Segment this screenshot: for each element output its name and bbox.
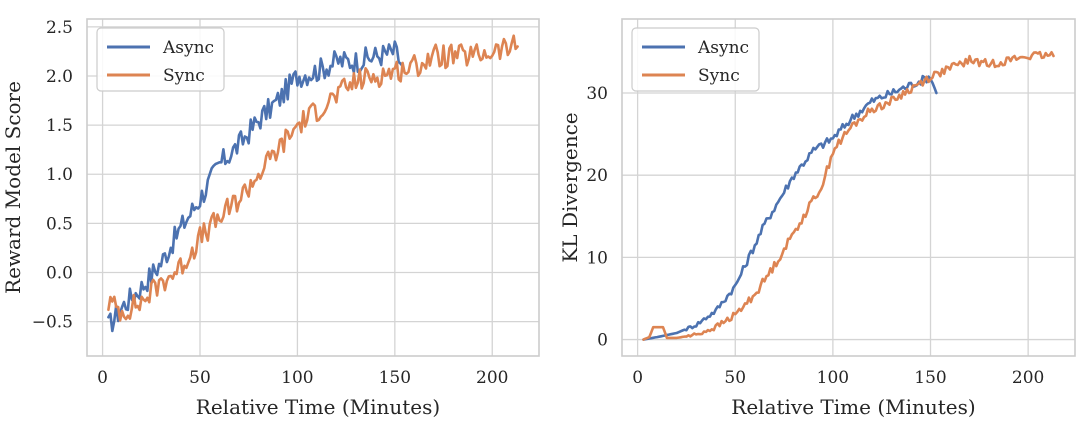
y-axis-label: Reward Model Score — [1, 81, 25, 294]
kl-divergence-panel: 0 50 100 150 200 0 10 20 30 Relative Time (Minute… — [558, 18, 1076, 419]
series-line-async — [107, 40, 404, 333]
x-tick-label: 150 — [379, 368, 411, 388]
x-tick-label: 0 — [632, 368, 643, 388]
x-tick-label: 100 — [281, 368, 313, 388]
x-tick-label: 0 — [97, 368, 108, 388]
y-tick-label: 2.0 — [46, 67, 73, 87]
series-line-sync — [642, 50, 1055, 341]
y-tick-label: −0.5 — [32, 313, 73, 333]
x-tick-label: 50 — [189, 368, 211, 388]
y-tick-label: 0 — [597, 331, 608, 351]
y-tick-label: 1.0 — [46, 165, 73, 185]
legend-label-sync: Sync — [163, 66, 205, 86]
series-line-sync — [107, 34, 519, 322]
y-tick-label: 0.0 — [46, 263, 73, 283]
series-line-async — [642, 74, 938, 341]
legend-label-sync: Sync — [698, 66, 740, 86]
y-tick-label: 30 — [586, 84, 608, 104]
plot-frame — [86, 18, 540, 357]
x-axis-label: Relative Time (Minutes) — [196, 395, 440, 419]
y-axis-label: KL Divergence — [558, 112, 582, 262]
x-tick-label: 50 — [724, 368, 746, 388]
y-tick-label: 20 — [586, 166, 608, 186]
plot-frame — [621, 18, 1076, 357]
y-tick-label: 1.5 — [46, 116, 73, 136]
y-tick-label: 0.5 — [46, 214, 73, 234]
y-tick-label: 2.5 — [46, 18, 73, 38]
legend-label-async: Async — [162, 38, 214, 58]
reward-model-score-panel: 0 50 100 150 200 −0.5 0.0 0.5 1.0 1.5 2.0 2.5 Relati… — [1, 18, 540, 419]
x-tick-label: 150 — [914, 368, 946, 388]
x-tick-label: 100 — [817, 368, 849, 388]
x-axis-label: Relative Time (Minutes) — [731, 395, 975, 419]
legend-label-async: Async — [697, 38, 749, 58]
y-tick-label: 10 — [586, 248, 608, 268]
x-tick-label: 200 — [1012, 368, 1044, 388]
x-tick-label: 200 — [476, 368, 508, 388]
